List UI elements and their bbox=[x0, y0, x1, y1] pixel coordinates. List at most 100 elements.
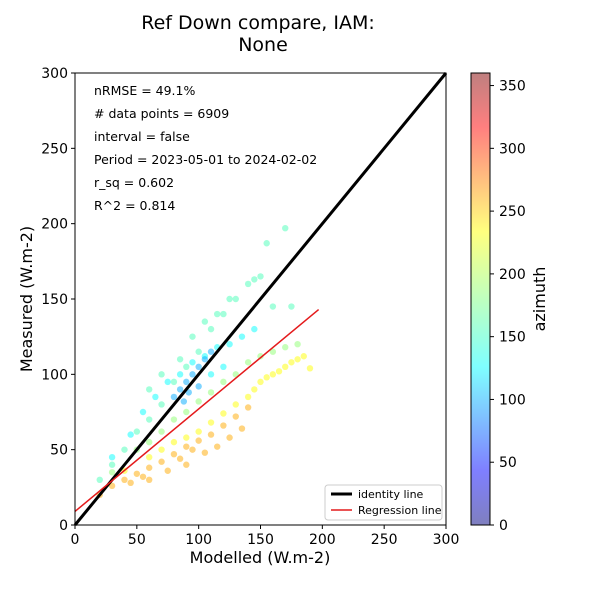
data-point bbox=[183, 408, 190, 416]
x-axis-label: Modelled (W.m-2) bbox=[190, 548, 331, 567]
data-point bbox=[121, 476, 128, 483]
data-point bbox=[226, 295, 233, 303]
data-point bbox=[127, 479, 134, 487]
colorbar-gradient bbox=[471, 73, 490, 525]
data-point bbox=[183, 363, 190, 370]
data-point bbox=[238, 333, 246, 340]
data-point bbox=[244, 359, 252, 366]
data-point bbox=[300, 353, 307, 360]
data-point bbox=[214, 310, 221, 318]
legend-identity-label: identity line bbox=[358, 488, 424, 501]
data-point bbox=[238, 425, 246, 432]
data-point bbox=[176, 371, 184, 378]
data-point bbox=[158, 428, 165, 435]
data-point bbox=[164, 467, 171, 474]
colorbar-tick-label: 250 bbox=[499, 204, 526, 220]
data-point bbox=[195, 363, 202, 370]
data-point bbox=[108, 482, 116, 490]
legend: identity line Regression line bbox=[324, 484, 443, 521]
data-point bbox=[164, 378, 171, 386]
data-point bbox=[158, 446, 165, 453]
y-axis-label: Measured (W.m-2) bbox=[17, 226, 36, 372]
identity-line bbox=[73, 72, 448, 526]
data-point bbox=[127, 431, 134, 438]
scatter-points bbox=[96, 224, 314, 499]
data-point bbox=[180, 398, 188, 405]
data-point bbox=[158, 458, 165, 465]
data-point bbox=[269, 348, 277, 355]
data-point bbox=[244, 280, 252, 288]
data-point bbox=[195, 428, 202, 435]
data-point bbox=[207, 371, 215, 378]
fit-lines bbox=[73, 72, 448, 526]
data-point bbox=[133, 428, 141, 435]
colorbar-tick-label: 300 bbox=[499, 141, 526, 157]
data-point bbox=[170, 416, 178, 423]
data-point bbox=[189, 446, 196, 453]
y-tick-label: 50 bbox=[50, 443, 68, 459]
y-tick-label: 300 bbox=[41, 66, 68, 82]
x-tick-label: 200 bbox=[309, 532, 336, 548]
y-tick-label: 200 bbox=[41, 217, 68, 233]
data-point bbox=[152, 393, 159, 401]
data-point bbox=[195, 398, 202, 405]
data-point bbox=[294, 341, 301, 348]
regression-line bbox=[74, 308, 320, 513]
data-point bbox=[288, 303, 295, 310]
y-tick-label: 100 bbox=[41, 367, 68, 383]
data-point bbox=[176, 455, 184, 462]
data-point bbox=[108, 454, 116, 461]
data-point bbox=[220, 378, 227, 386]
data-point bbox=[146, 454, 153, 461]
stat-annotation: nRMSE = 49.1% bbox=[94, 83, 195, 98]
x-tick-label: 250 bbox=[371, 532, 398, 548]
data-point bbox=[176, 386, 184, 393]
data-point bbox=[257, 273, 264, 280]
data-point bbox=[207, 389, 215, 396]
data-point bbox=[244, 404, 252, 411]
data-point bbox=[269, 303, 277, 310]
colorbar-tick-label: 150 bbox=[499, 330, 526, 346]
y-tick-label: 0 bbox=[59, 518, 68, 534]
x-axis-ticks: 0 50 100 150 200 250 300 bbox=[71, 525, 460, 548]
data-point bbox=[232, 413, 239, 420]
data-point bbox=[251, 325, 258, 333]
colorbar-tick-label: 100 bbox=[499, 392, 526, 408]
y-axis-ticks: 0 50 100 150 200 250 300 bbox=[41, 66, 75, 534]
data-point bbox=[201, 449, 209, 456]
data-point bbox=[282, 363, 289, 370]
data-point bbox=[183, 378, 190, 386]
data-point bbox=[257, 378, 264, 386]
data-point bbox=[146, 476, 153, 483]
colorbar-tick-label: 50 bbox=[499, 455, 517, 471]
legend-regression-label: Regression line bbox=[358, 504, 442, 517]
data-point bbox=[146, 416, 153, 423]
data-point bbox=[195, 383, 202, 390]
data-point bbox=[220, 310, 227, 318]
stat-annotation: # data points = 6909 bbox=[94, 106, 229, 121]
chart-title-line-1: Ref Down compare, IAM: bbox=[141, 12, 374, 34]
data-point bbox=[139, 473, 147, 480]
y-tick-label: 150 bbox=[41, 292, 68, 308]
data-point bbox=[183, 461, 190, 468]
data-point bbox=[214, 443, 221, 450]
data-point bbox=[220, 363, 227, 370]
data-point bbox=[121, 446, 128, 453]
chart-title-line-2: None bbox=[238, 34, 288, 56]
data-point bbox=[108, 469, 116, 476]
data-point bbox=[108, 461, 116, 468]
x-tick-label: 300 bbox=[433, 532, 460, 548]
data-point bbox=[232, 401, 239, 408]
x-tick-label: 50 bbox=[128, 532, 146, 548]
data-point bbox=[263, 374, 270, 381]
legend-box bbox=[324, 484, 443, 521]
data-point bbox=[139, 408, 147, 416]
data-point bbox=[146, 464, 153, 471]
colorbar-tick-label: 350 bbox=[499, 79, 526, 95]
data-point bbox=[282, 344, 289, 351]
data-point bbox=[195, 348, 202, 355]
data-point bbox=[294, 356, 301, 363]
data-point bbox=[158, 371, 165, 378]
data-point bbox=[207, 325, 215, 333]
